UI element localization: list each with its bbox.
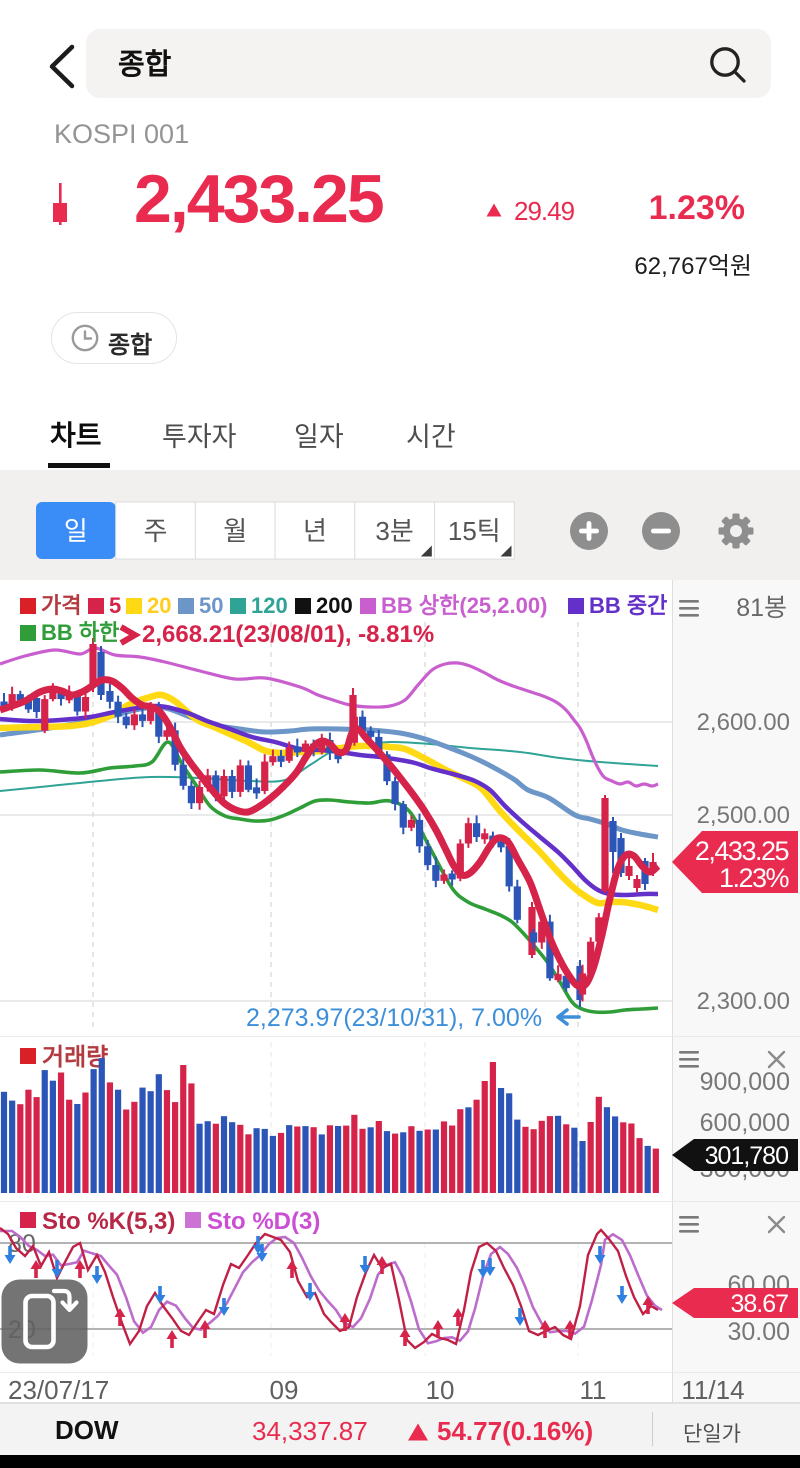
svg-text:거래량: 거래량 (42, 1044, 108, 1071)
svg-text:15틱: 15틱 (448, 516, 501, 546)
svg-text:3분: 3분 (375, 516, 413, 546)
svg-text:BB 상한(25,2.00): BB 상한(25,2.00) (381, 593, 547, 618)
svg-text:주: 주 (144, 516, 168, 546)
svg-text:11: 11 (580, 1375, 607, 1403)
svg-text:가격: 가격 (41, 593, 81, 618)
svg-text:종합: 종합 (118, 48, 172, 81)
svg-text:년: 년 (303, 516, 327, 546)
svg-text:2,500.00: 2,500.00 (697, 802, 790, 829)
svg-text:38.67: 38.67 (730, 1290, 788, 1318)
svg-text:2,668.21(23/08/01), -8.81%: 2,668.21(23/08/01), -8.81% (142, 621, 434, 648)
svg-text:50: 50 (199, 593, 223, 618)
svg-text:5: 5 (109, 593, 121, 618)
svg-text:2,273.97(23/10/31), 7.00%: 2,273.97(23/10/31), 7.00% (246, 1004, 542, 1032)
svg-text:11/14: 11/14 (681, 1375, 744, 1403)
svg-text:2,600.00: 2,600.00 (697, 709, 790, 736)
svg-text:1.23%: 1.23% (719, 863, 790, 893)
svg-text:2,433.25: 2,433.25 (695, 836, 789, 866)
svg-text:81봉: 81봉 (736, 594, 787, 622)
svg-text:월: 월 (223, 516, 247, 546)
svg-text:600,000: 600,000 (700, 1109, 790, 1137)
svg-text:900,000: 900,000 (700, 1068, 790, 1096)
svg-text:200: 200 (316, 593, 353, 618)
svg-text:Sto %K(5,3): Sto %K(5,3) (42, 1208, 175, 1235)
svg-text:120: 120 (251, 593, 288, 618)
svg-text:301,780: 301,780 (705, 1142, 788, 1170)
svg-text:09: 09 (270, 1375, 299, 1403)
svg-text:23/07/17: 23/07/17 (8, 1375, 109, 1403)
svg-text:Sto %D(3): Sto %D(3) (207, 1208, 320, 1235)
svg-text:BB 하한: BB 하한 (41, 620, 119, 645)
svg-text:10: 10 (426, 1375, 455, 1403)
svg-text:30.00: 30.00 (727, 1318, 790, 1346)
svg-text:2,300.00: 2,300.00 (697, 988, 790, 1015)
svg-text:일: 일 (64, 516, 88, 546)
svg-text:20: 20 (147, 593, 171, 618)
svg-text:BB 중간: BB 중간 (589, 593, 667, 618)
